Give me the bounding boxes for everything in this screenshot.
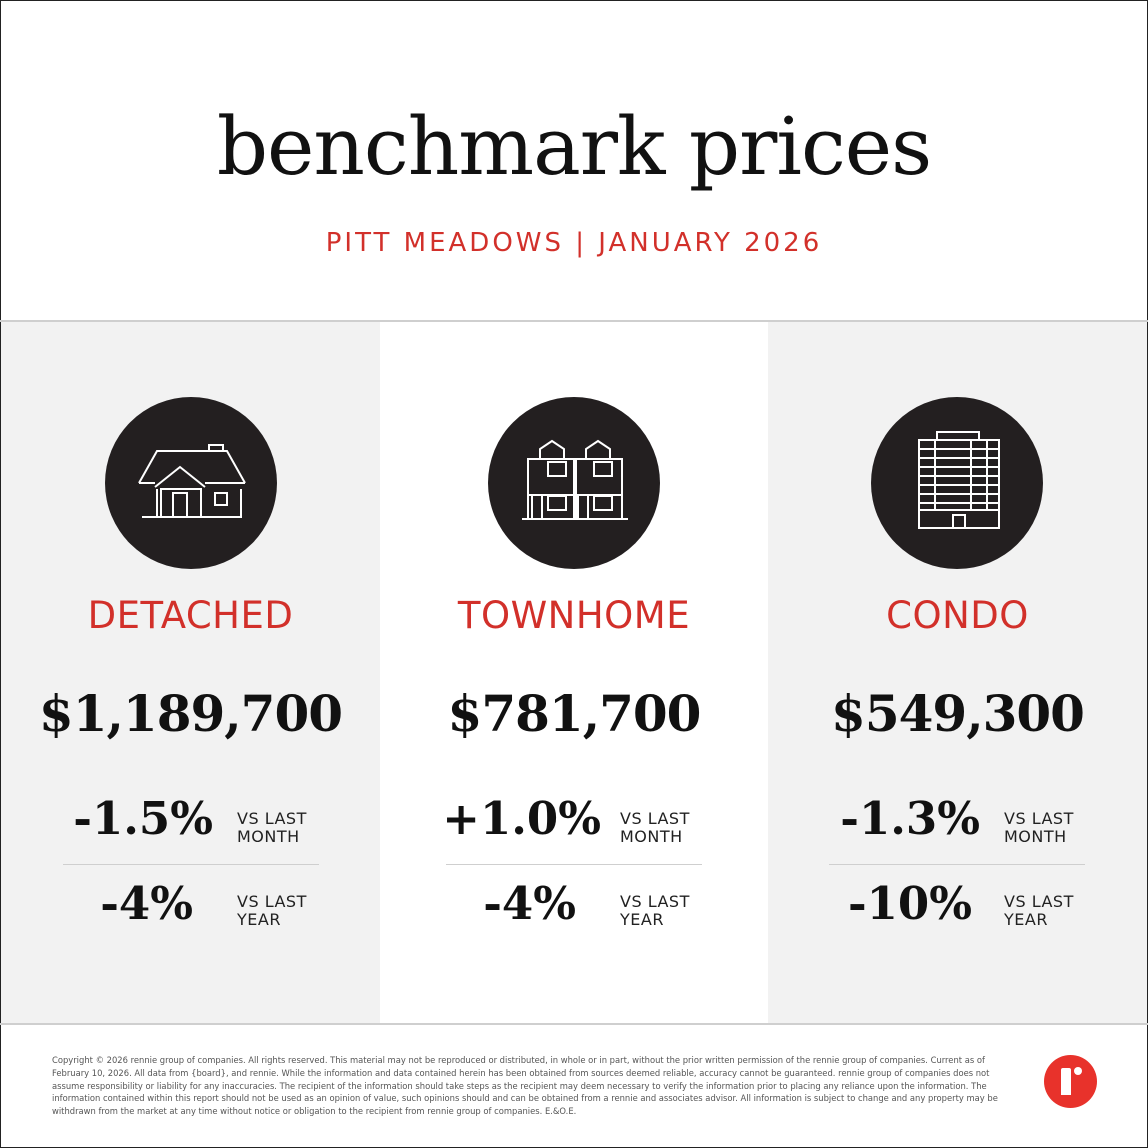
property-type-label: CONDO [886,594,1029,637]
townhome-icon [488,397,660,569]
content-band [0,320,1148,1025]
year-change-label: VS LAST YEAR [237,893,307,929]
column-condo: CONDO $549,300 -1.3% VS LAST MONTH -10% … [768,322,1147,1023]
year-change-value: -10% [847,877,972,930]
year-change-value-wrap: -4% [63,877,193,937]
benchmark-price: $781,700 [447,684,702,743]
page-title: benchmark prices [216,100,932,193]
logo-r-stem [1061,1068,1071,1095]
condo-building-icon [871,397,1043,569]
month-label-line1: VS LAST [237,809,307,828]
month-label-line1: VS LAST [620,809,690,828]
year-change-value: -4% [100,877,193,930]
year-label-line2: YEAR [620,910,664,929]
month-change-value: -1.3% [840,792,980,845]
rennie-logo [1044,1055,1097,1108]
month-label-line1: VS LAST [1004,809,1074,828]
month-change-value-wrap: +1.0% [442,792,601,852]
year-label-line1: VS LAST [237,892,307,911]
divider [446,864,702,865]
logo-dot [1074,1067,1082,1075]
month-change-value: +1.0% [442,792,601,845]
year-change-label: VS LAST YEAR [620,893,690,929]
divider [829,864,1085,865]
month-change-label: VS LAST MONTH [237,810,307,846]
property-type-label: TOWNHOME [457,594,691,637]
year-label-line2: YEAR [237,910,281,929]
column-townhome: TOWNHOME $781,700 +1.0% VS LAST MONTH -4… [380,322,768,1023]
page-subtitle: PITT MEADOWS | JANUARY 2026 [325,228,823,258]
month-label-line2: MONTH [237,827,300,846]
year-change-value-wrap: -4% [446,877,576,937]
benchmark-price: $1,189,700 [38,684,343,743]
divider [63,864,319,865]
footer-disclaimer: Copyright © 2026 rennie group of compani… [52,1055,998,1117]
month-change-value-wrap: -1.5% [63,792,213,852]
year-change-value-wrap: -10% [830,877,972,937]
header: benchmark prices PITT MEADOWS | JANUARY … [0,0,1148,320]
month-change-value-wrap: -1.3% [830,792,980,852]
year-change-value: -4% [483,877,576,930]
month-change-label: VS LAST MONTH [1004,810,1074,846]
detached-house-icon [105,397,277,569]
year-label-line2: YEAR [1004,910,1048,929]
year-label-line1: VS LAST [1004,892,1074,911]
month-change-value: -1.5% [73,792,213,845]
benchmark-price: $549,300 [831,684,1085,743]
month-label-line2: MONTH [620,827,683,846]
property-type-label: DETACHED [87,594,294,637]
month-label-line2: MONTH [1004,827,1067,846]
year-label-line1: VS LAST [620,892,690,911]
year-change-label: VS LAST YEAR [1004,893,1074,929]
month-change-label: VS LAST MONTH [620,810,690,846]
column-detached: DETACHED $1,189,700 -1.5% VS LAST MONTH … [1,322,380,1023]
